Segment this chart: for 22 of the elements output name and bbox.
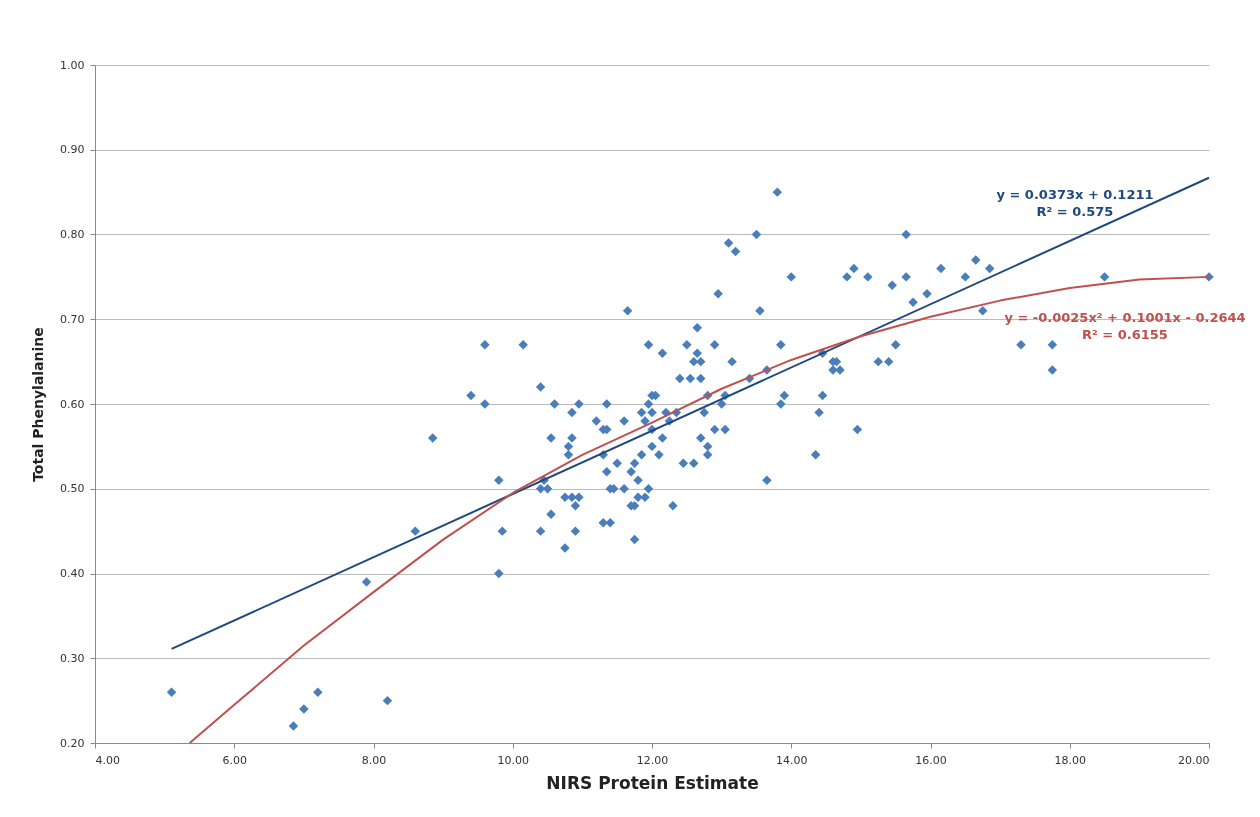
y-tick-label: 0.20: [60, 736, 85, 750]
x-axis-title: NIRS Protein Estimate: [546, 772, 759, 793]
x-tick-label: 14.00: [776, 753, 808, 767]
x-tick-label: 10.00: [497, 753, 529, 767]
annotation: y = -0.0025x² + 0.1001x - 0.2644 R² = 0.6155: [1004, 309, 1246, 342]
y-tick-label: 0.60: [60, 397, 85, 411]
y-tick-label: 0.70: [60, 312, 85, 326]
x-tick-label: 16.00: [915, 753, 947, 767]
y-tick-label: 0.30: [60, 651, 85, 665]
annotation: y = 0.0373x + 0.1211 R² = 0.575: [996, 186, 1154, 219]
x-tick-label: 18.00: [1054, 753, 1086, 767]
y-tick-label: 0.50: [60, 482, 85, 496]
y-tick-label: 0.80: [60, 228, 85, 241]
x-tick-label: 4.00: [95, 753, 120, 767]
y-axis-title: Total Phenylalanine: [30, 327, 47, 482]
y-tick-label: 0.90: [60, 143, 85, 157]
y-tick-label: 0.40: [60, 567, 85, 580]
x-tick-label: 8.00: [361, 753, 387, 767]
y-tick-label: 1.00: [60, 58, 85, 72]
x-tick-label: 20.00: [1178, 753, 1210, 767]
x-tick-label: 12.00: [636, 753, 669, 767]
x-tick-label: 6.00: [222, 753, 247, 767]
